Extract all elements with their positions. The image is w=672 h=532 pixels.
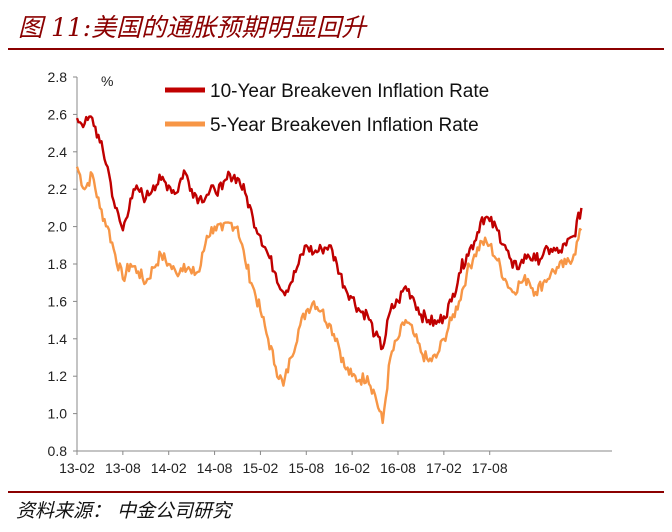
x-tick-label: 17-02 [426,460,462,476]
x-tick-label: 15-02 [243,460,279,476]
x-tick-label: 15-08 [288,460,324,476]
top-rule [8,48,664,50]
y-tick-label: 1.2 [48,368,68,384]
legend-label-10-year: 10-Year Breakeven Inflation Rate [210,81,489,102]
x-tick-label: 14-08 [197,460,233,476]
y-tick-label: 1.0 [48,406,68,422]
chart-axes: 2.8 2.6 2.4 2.2 2.0 1.8 1.6 1.4 1.2 1.0 0.813-02 13… [48,69,612,476]
x-tick-label: 17-08 [472,460,508,476]
line-chart: 2.8 2.6 2.4 2.2 2.0 1.8 1.6 1.4 1.2 1.0 0.813-02 13… [48,69,612,476]
y-tick-label: 2.0 [48,219,68,235]
series-line-5-year [75,166,583,425]
y-tick-label: 2.4 [48,144,68,160]
y-unit-label: % [101,73,113,89]
chart-legend: 10-Year Breakeven Inflation Rate 5-Year B… [165,81,489,136]
y-tick-label: 2.8 [48,69,68,85]
x-tick-label: 13-02 [59,460,95,476]
figure-title: 图 11:美国的通胀预期明显回升 [18,13,367,42]
legend-label-5-year: 5-Year Breakeven Inflation Rate [210,115,479,136]
x-tick-label: 13-08 [105,460,141,476]
y-tick-label: 1.4 [48,331,68,347]
source-note: 资料来源： 中金公司研究 [16,500,232,522]
x-tick-label: 16-02 [334,460,370,476]
bottom-rule [8,491,664,493]
y-tick-label: 2.6 [48,106,68,122]
series-line-10-year [75,115,583,351]
chart-series [75,115,583,425]
y-tick-label: 1.6 [48,293,68,309]
y-tick-label: 2.2 [48,181,68,197]
y-tick-label: 1.8 [48,256,68,272]
y-tick-label: 0.8 [48,443,68,459]
x-tick-label: 14-02 [151,460,187,476]
x-tick-label: 16-08 [380,460,416,476]
